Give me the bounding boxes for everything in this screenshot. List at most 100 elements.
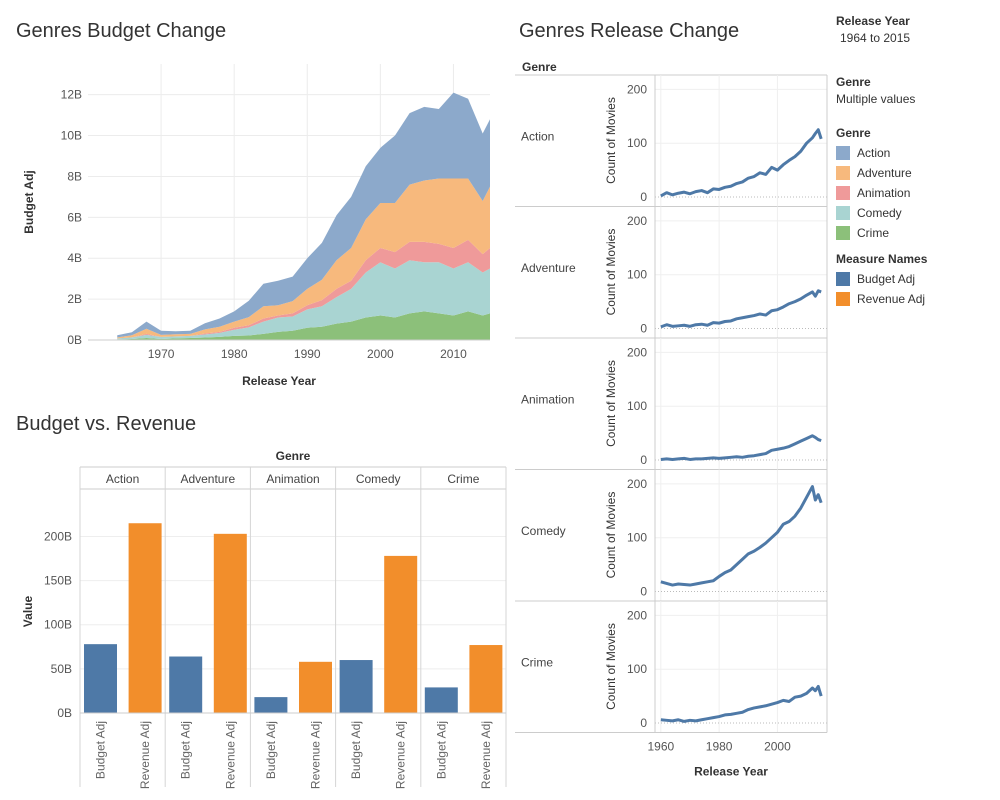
- genre-header-action: Action: [106, 472, 139, 486]
- genre-legend-item[interactable]: Adventure: [836, 163, 996, 183]
- y-tick-label: 100: [627, 136, 647, 150]
- line-chart-title: Genres Release Change: [519, 20, 740, 42]
- genre-legend: Genre Action Adventure Animation Comedy Crim…: [836, 126, 996, 243]
- line-series-crime: [660, 684, 823, 723]
- measure-legend-swatch: [836, 272, 850, 286]
- y-axis-label: Value: [21, 596, 35, 628]
- measure-legend: Measure Names Budget Adj Revenue Adj: [836, 252, 996, 309]
- x-tick-label: 1970: [148, 347, 175, 361]
- genre-legend-swatch: [836, 186, 850, 200]
- bar-budget-adj: [339, 660, 373, 713]
- y-tick-label: 100: [627, 531, 647, 545]
- bar-budget-adj: [84, 644, 117, 713]
- y-tick-label: 6B: [67, 210, 82, 224]
- release-year-filter-label: Release Year: [836, 14, 910, 28]
- bar-budget-adj: [254, 697, 288, 713]
- y-tick-label: 0: [640, 453, 647, 467]
- panel-genre-label: Crime: [521, 656, 553, 670]
- genre-legend-label: Comedy: [857, 206, 902, 220]
- panel-genre-label: Adventure: [521, 261, 576, 275]
- x-tick-label: 1980: [706, 740, 733, 754]
- area-series-adventure: [117, 178, 491, 339]
- measure-tick-label: Budget Adj: [434, 721, 448, 779]
- genre-legend-swatch: [836, 166, 850, 180]
- budget-revenue-bar-chart: Genre 0B 50B 100B 150B 200B Value Action Budget …: [21, 449, 507, 789]
- genre-filter[interactable]: Genre Multiple values: [836, 75, 996, 106]
- genre-header-comedy: Comedy: [356, 472, 401, 486]
- genre-header-crime: Crime: [447, 472, 479, 486]
- y-tick-label: 200: [627, 477, 647, 491]
- y-axis-label: Count of Movies: [604, 229, 618, 316]
- genre-legend-item[interactable]: Animation: [836, 183, 996, 203]
- area-series-crime: [117, 311, 491, 340]
- bar-revenue-adj: [469, 645, 503, 713]
- x-tick-label: 2000: [764, 740, 791, 754]
- measure-legend-title: Measure Names: [836, 252, 928, 266]
- x-axis-label: Release Year: [242, 374, 316, 388]
- bar-revenue-adj: [299, 661, 332, 713]
- measure-tick-label: Revenue Adj: [138, 721, 152, 789]
- genre-legend-swatch: [836, 226, 850, 240]
- genre-legend-label: Action: [857, 146, 891, 160]
- line-series-adventure: [660, 289, 822, 329]
- measure-tick-label: Budget Adj: [264, 721, 278, 779]
- release-year-filter-value: 1964 to 2015: [840, 31, 911, 45]
- panel-genre-label: Action: [521, 130, 554, 144]
- bar-budget-adj: [424, 687, 458, 713]
- genre-legend-item[interactable]: Action: [836, 143, 996, 163]
- genre-header-adventure: Adventure: [180, 472, 235, 486]
- y-tick-label: 0: [640, 585, 647, 599]
- x-tick-label: 2000: [367, 347, 394, 361]
- release-line-charts: Genre Action 0 100 200 Count of Movies Adventu…: [515, 60, 828, 779]
- y-tick-label: 200: [627, 345, 647, 359]
- genre-legend-label: Crime: [857, 226, 889, 240]
- measure-tick-label: Revenue Adj: [394, 721, 408, 789]
- y-tick-label: 100: [627, 662, 647, 676]
- x-tick-label: 1990: [294, 347, 321, 361]
- x-tick-label: 1960: [647, 740, 674, 754]
- genre-header-animation: Animation: [266, 472, 319, 486]
- y-axis-label: Count of Movies: [604, 492, 618, 579]
- bar-revenue-adj: [384, 555, 418, 713]
- y-tick-label: 0: [640, 322, 647, 336]
- y-tick-label: 200: [627, 608, 647, 622]
- genre-legend-item[interactable]: Comedy: [836, 203, 996, 223]
- y-tick-label: 150B: [44, 574, 72, 588]
- y-tick-label: 0B: [57, 706, 72, 720]
- release-year-filter[interactable]: Release Year 1964 to 2015: [836, 14, 996, 45]
- measure-legend-item[interactable]: Revenue Adj: [836, 289, 996, 309]
- y-tick-label: 10B: [61, 129, 82, 143]
- x-axis-label: Release Year: [694, 765, 768, 779]
- y-tick-label: 4B: [67, 251, 82, 265]
- measure-tick-label: Budget Adj: [179, 721, 193, 779]
- y-tick-label: 12B: [61, 88, 82, 102]
- y-tick-label: 50B: [51, 662, 72, 676]
- area-series-action: [117, 92, 491, 338]
- y-tick-label: 100B: [44, 618, 72, 632]
- genre-legend-label: Adventure: [857, 166, 912, 180]
- y-tick-label: 0B: [67, 333, 82, 347]
- measure-tick-label: Budget Adj: [94, 721, 108, 779]
- genre-legend-item[interactable]: Crime: [836, 223, 996, 243]
- side-panel: Release Year 1964 to 2015 Genre Multiple…: [836, 14, 996, 309]
- y-tick-label: 100: [627, 399, 647, 413]
- measure-legend-label: Revenue Adj: [857, 292, 926, 306]
- x-tick-label: 2010: [440, 347, 467, 361]
- y-axis-label: Count of Movies: [604, 360, 618, 447]
- line-series-comedy: [660, 485, 823, 587]
- measure-tick-label: Budget Adj: [349, 721, 363, 779]
- genre-filter-label: Genre: [836, 75, 871, 89]
- y-tick-label: 100: [627, 268, 647, 282]
- genre-legend-label: Animation: [857, 186, 911, 200]
- y-axis-label: Count of Movies: [604, 97, 618, 184]
- y-tick-label: 2B: [67, 292, 82, 306]
- genre-legend-swatch: [836, 146, 850, 160]
- bar-chart-title: Budget vs. Revenue: [16, 413, 197, 435]
- panel-genre-label: Animation: [521, 393, 574, 407]
- bar-budget-adj: [169, 656, 203, 713]
- bar-revenue-adj: [213, 533, 247, 713]
- y-tick-label: 0: [640, 190, 647, 204]
- measure-legend-item[interactable]: Budget Adj: [836, 269, 996, 289]
- measure-legend-swatch: [836, 292, 850, 306]
- y-tick-label: 0: [640, 716, 647, 730]
